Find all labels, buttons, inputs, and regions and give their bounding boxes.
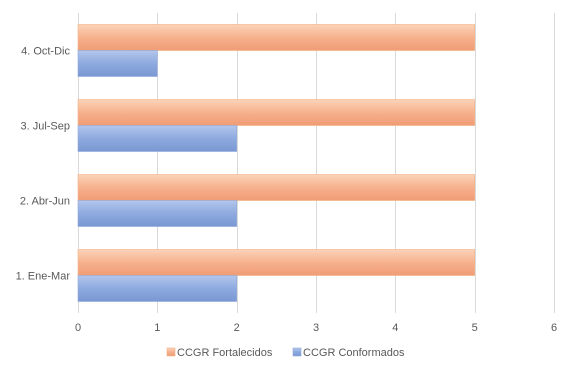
x-tick-label: 4 bbox=[392, 322, 398, 334]
bar-conformados-2 bbox=[77, 200, 237, 227]
category-label: 2. Abr-Jun bbox=[20, 196, 70, 208]
category-label: 4. Oct-Dic bbox=[21, 46, 70, 58]
bar-fortalecidos-4 bbox=[77, 24, 475, 51]
legend: CCGR Fortalecidos CCGR Conformados bbox=[166, 347, 405, 359]
bar-fortalecidos-3 bbox=[77, 99, 475, 126]
bars bbox=[77, 24, 475, 302]
legend-swatch-fortalecidos bbox=[166, 347, 176, 357]
x-tick-label: 3 bbox=[313, 322, 319, 334]
x-axis-ticks: 0 1 2 3 4 5 6 bbox=[75, 322, 557, 334]
x-tick-label: 0 bbox=[75, 322, 81, 334]
bar-conformados-1 bbox=[77, 275, 237, 302]
category-label: 3. Jul-Sep bbox=[20, 121, 70, 133]
x-tick-label: 5 bbox=[472, 322, 478, 334]
legend-label-fortalecidos: CCGR Fortalecidos bbox=[177, 347, 273, 359]
x-tick-label: 1 bbox=[154, 322, 160, 334]
bar-fortalecidos-1 bbox=[77, 249, 475, 276]
legend-swatch-conformados bbox=[292, 347, 302, 357]
legend-label-conformados: CCGR Conformados bbox=[303, 347, 405, 359]
y-axis-labels: 1. Ene-Mar 2. Abr-Jun 3. Jul-Sep 4. Oct-Dic bbox=[16, 46, 71, 283]
bar-fortalecidos-2 bbox=[77, 174, 475, 201]
bar-conformados-3 bbox=[77, 125, 237, 152]
category-label: 1. Ene-Mar bbox=[16, 271, 71, 283]
x-tick-label: 2 bbox=[234, 322, 240, 334]
x-tick-label: 6 bbox=[551, 322, 557, 334]
bar-conformados-4 bbox=[77, 50, 158, 77]
